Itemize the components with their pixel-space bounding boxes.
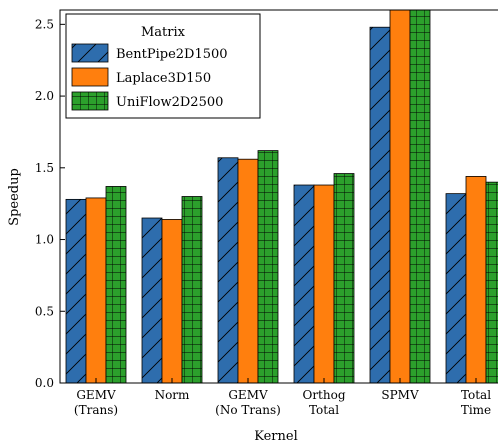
bar-hatch-2-1 <box>182 196 202 383</box>
x-axis: GEMV (Trans) Norm GEMV (No Trans) Orthog Total… <box>74 378 491 417</box>
bar-hatch-2-2 <box>258 150 278 383</box>
y-axis-title: Speedup <box>7 168 22 226</box>
y-tick-label-1: 0.5 <box>35 304 54 318</box>
legend-label-2: UniFlow2D2500 <box>116 95 223 110</box>
x-tick-label-5: Total Time <box>461 388 491 417</box>
bar-1-3 <box>313 184 335 383</box>
legend-label-1: Laplace3D150 <box>116 71 211 86</box>
x-tick-label-1: Norm <box>155 388 190 402</box>
bar-hatch-2-3 <box>334 173 354 383</box>
legend-title: Matrix <box>141 25 186 40</box>
y-tick-label-2: 1.0 <box>35 233 54 247</box>
bar-hatch-2-5 <box>486 182 498 383</box>
bar-1-4 <box>389 10 411 383</box>
y-tick-label-4: 2.0 <box>35 89 54 103</box>
legend: Matrix BentPipe2D1500 Laplace3D150 UniFlow… <box>65 13 261 119</box>
bar-hatch-0-5 <box>446 193 466 383</box>
bar-hatch-0-3 <box>294 185 314 383</box>
bar-hatch-0-4 <box>370 27 390 383</box>
bar-hatch-0-2 <box>218 157 238 383</box>
y-axis: 0.0 0.5 1.0 1.5 2.0 2.5 <box>35 17 65 390</box>
bar-hatch-2-0 <box>106 186 126 383</box>
bar-hatch-0-0 <box>66 199 86 383</box>
x-axis-title: Kernel <box>254 429 298 444</box>
legend-swatch-hatch-0 <box>72 44 108 62</box>
y-tick-label-5: 2.5 <box>35 17 54 31</box>
x-tick-label-4: SPMV <box>381 388 419 402</box>
x-tick-label-0: GEMV (Trans) <box>74 388 118 417</box>
x-tick-label-2: GEMV (No Trans) <box>215 388 281 417</box>
bar-1-1 <box>161 219 183 383</box>
legend-swatch-1 <box>71 67 109 87</box>
bar-1-5 <box>465 176 487 383</box>
plot-frame <box>59 9 498 384</box>
y-tick-label-3: 1.5 <box>35 161 54 175</box>
legend-label-0: BentPipe2D1500 <box>116 47 228 62</box>
x-tick-label-3: Orthog Total <box>302 388 345 417</box>
bar-1-0 <box>85 197 107 383</box>
y-tick-label-0: 0.0 <box>35 376 54 390</box>
legend-swatch-hatch-2 <box>72 92 108 110</box>
bar-hatch-0-1 <box>142 218 162 383</box>
bars-group <box>65 10 498 383</box>
bar-hatch-2-4 <box>410 10 430 383</box>
bar-1-2 <box>237 158 259 383</box>
